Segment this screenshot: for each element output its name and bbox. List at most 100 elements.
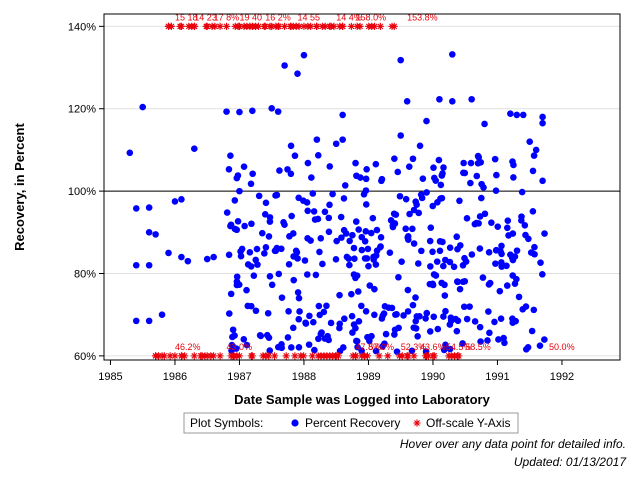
recovery-point[interactable]	[467, 179, 474, 187]
recovery-point[interactable]	[264, 309, 272, 317]
recovery-point[interactable]	[486, 279, 494, 287]
recovery-point[interactable]	[312, 271, 320, 279]
recovery-point[interactable]	[247, 180, 255, 188]
recovery-point[interactable]	[262, 244, 270, 251]
recovery-point[interactable]	[358, 302, 365, 310]
recovery-point[interactable]	[529, 167, 537, 175]
recovery-point[interactable]	[261, 250, 268, 257]
recovery-point[interactable]	[391, 331, 398, 338]
recovery-point[interactable]	[249, 107, 256, 115]
recovery-point[interactable]	[437, 195, 444, 202]
recovery-point[interactable]	[311, 346, 318, 354]
offscale-point[interactable]	[352, 352, 360, 360]
recovery-point[interactable]	[397, 132, 405, 139]
recovery-point[interactable]	[430, 271, 438, 278]
offscale-point[interactable]	[330, 22, 338, 30]
recovery-point[interactable]	[325, 228, 333, 236]
offscale-point[interactable]	[339, 22, 347, 30]
offscale-point[interactable]	[216, 22, 224, 30]
recovery-point[interactable]	[531, 243, 538, 251]
recovery-point[interactable]	[350, 244, 358, 252]
recovery-point[interactable]	[329, 190, 336, 198]
recovery-point[interactable]	[326, 201, 333, 209]
recovery-point[interactable]	[525, 235, 532, 243]
recovery-point[interactable]	[476, 213, 484, 220]
recovery-point[interactable]	[223, 108, 230, 115]
recovery-point[interactable]	[500, 334, 507, 342]
recovery-point[interactable]	[382, 330, 390, 338]
recovery-point[interactable]	[354, 288, 362, 295]
recovery-point[interactable]	[426, 237, 434, 245]
offscale-point[interactable]	[176, 22, 184, 30]
recovery-point[interactable]	[225, 251, 233, 259]
recovery-point[interactable]	[391, 326, 399, 334]
recovery-point[interactable]	[234, 172, 242, 179]
recovery-point[interactable]	[415, 209, 423, 217]
recovery-point[interactable]	[463, 215, 471, 222]
recovery-point[interactable]	[475, 220, 482, 227]
recovery-point[interactable]	[287, 344, 295, 351]
offscale-point[interactable]	[300, 22, 308, 30]
offscale-point[interactable]	[247, 352, 255, 360]
recovery-point[interactable]	[481, 210, 489, 218]
recovery-point[interactable]	[332, 256, 340, 263]
recovery-point[interactable]	[372, 347, 380, 355]
recovery-point[interactable]	[461, 254, 468, 262]
recovery-point[interactable]	[244, 302, 252, 310]
offscale-point[interactable]	[430, 352, 438, 360]
recovery-point[interactable]	[362, 307, 370, 315]
offscale-point[interactable]	[202, 22, 210, 30]
recovery-point[interactable]	[225, 310, 233, 317]
recovery-point[interactable]	[223, 209, 231, 216]
recovery-point[interactable]	[503, 282, 511, 289]
recovery-point[interactable]	[145, 317, 153, 325]
recovery-point[interactable]	[324, 332, 331, 340]
recovery-point[interactable]	[531, 250, 538, 258]
recovery-point[interactable]	[440, 313, 447, 320]
offscale-point[interactable]	[260, 22, 268, 30]
recovery-point[interactable]	[314, 152, 322, 159]
recovery-point[interactable]	[495, 336, 502, 343]
recovery-point[interactable]	[385, 304, 393, 311]
recovery-point[interactable]	[308, 174, 315, 181]
recovery-point[interactable]	[300, 197, 307, 204]
recovery-point[interactable]	[362, 187, 370, 194]
recovery-point[interactable]	[439, 170, 446, 177]
recovery-point[interactable]	[346, 261, 353, 269]
recovery-point[interactable]	[434, 325, 442, 333]
recovery-point[interactable]	[233, 226, 241, 234]
recovery-point[interactable]	[252, 307, 260, 315]
recovery-point[interactable]	[346, 237, 353, 245]
recovery-point[interactable]	[386, 249, 394, 256]
recovery-point[interactable]	[454, 278, 462, 286]
offscale-point[interactable]	[160, 352, 168, 360]
recovery-point[interactable]	[397, 56, 405, 64]
recovery-point[interactable]	[394, 168, 402, 176]
recovery-point[interactable]	[530, 306, 538, 314]
offscale-point[interactable]	[321, 22, 329, 30]
recovery-point[interactable]	[300, 51, 308, 59]
recovery-point[interactable]	[152, 231, 159, 238]
recovery-point[interactable]	[290, 276, 298, 284]
offscale-point[interactable]	[167, 22, 176, 30]
recovery-point[interactable]	[369, 214, 377, 222]
recovery-point[interactable]	[440, 346, 448, 354]
recovery-point[interactable]	[339, 136, 346, 143]
offscale-point[interactable]	[453, 352, 462, 360]
recovery-point[interactable]	[484, 337, 491, 344]
recovery-point[interactable]	[521, 222, 529, 229]
recovery-point[interactable]	[456, 285, 464, 293]
recovery-point[interactable]	[414, 332, 421, 340]
recovery-point[interactable]	[285, 308, 292, 315]
recovery-point[interactable]	[287, 142, 295, 150]
recovery-point[interactable]	[442, 341, 449, 349]
offscale-point[interactable]	[271, 352, 279, 360]
recovery-point[interactable]	[405, 163, 413, 170]
recovery-point[interactable]	[467, 159, 475, 167]
offscale-point[interactable]	[356, 22, 364, 30]
recovery-point[interactable]	[441, 292, 449, 299]
recovery-point[interactable]	[319, 260, 326, 268]
recovery-point[interactable]	[210, 253, 217, 261]
recovery-point[interactable]	[509, 230, 517, 237]
recovery-point[interactable]	[184, 257, 192, 265]
